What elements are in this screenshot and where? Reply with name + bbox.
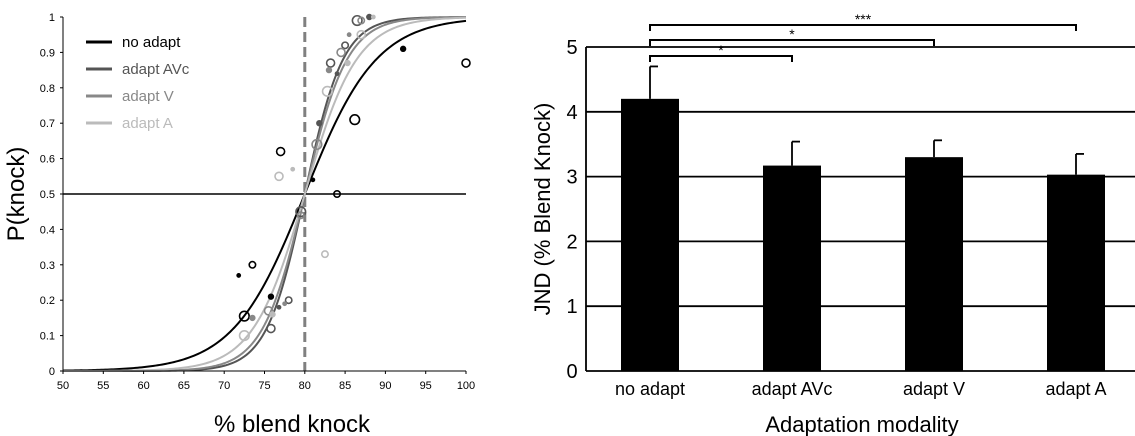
- data-point-series-1: [334, 71, 340, 77]
- data-point-series-2: [336, 47, 346, 58]
- legend-label: no adapt: [122, 34, 181, 51]
- data-point-series-0: [236, 273, 242, 278]
- y-tick-label: 0: [49, 366, 55, 378]
- significance-bracket: [649, 55, 793, 62]
- significance-label: *: [718, 42, 724, 58]
- y-tick-label: 1: [49, 12, 55, 24]
- x-tick-label: 90: [379, 380, 391, 392]
- significance-label: *: [789, 26, 795, 42]
- data-point-series-0: [248, 260, 257, 269]
- data-point-series-0: [275, 146, 286, 157]
- y-axis-label: JND (% Blend Knock): [530, 103, 555, 316]
- data-point-series-3: [238, 330, 250, 342]
- x-tick-label: adapt A: [1045, 379, 1106, 399]
- significance-bracket: [649, 39, 935, 46]
- data-point-series-1: [276, 304, 282, 310]
- data-point-series-0: [333, 190, 342, 199]
- data-point-series-3: [274, 171, 284, 182]
- y-tick-label: 0.7: [40, 118, 55, 130]
- x-tick-label: 75: [258, 380, 270, 392]
- data-point-series-2: [311, 138, 323, 151]
- curve-series-0: [62, 19, 467, 372]
- legend: no adapt adapt AVc adapt V adapt A: [86, 34, 190, 132]
- data-point-series-2: [357, 16, 366, 25]
- data-point-series-3: [321, 85, 333, 97]
- x-tick-label: 100: [457, 380, 475, 392]
- data-point-series-1: [295, 206, 307, 218]
- y-tick-label: 0.4: [40, 224, 55, 236]
- y-tick-label: 3: [566, 167, 577, 189]
- y-tick-label: 0: [566, 361, 577, 383]
- y-tick-label: 0.8: [40, 83, 55, 95]
- y-tick-label: 0.1: [40, 331, 55, 343]
- data-point-series-2: [346, 32, 352, 38]
- y-tick-label: 2: [566, 231, 577, 253]
- significance-label: ***: [855, 11, 872, 27]
- data-point-series-3: [320, 250, 329, 259]
- significance-bracket: [649, 24, 1077, 31]
- x-tick-label: 95: [420, 380, 432, 392]
- y-tick-label: 1: [566, 296, 577, 318]
- data-point-series-1: [266, 323, 276, 334]
- y-tick-label: 0.3: [40, 260, 55, 272]
- x-tick-label: adapt AVc: [752, 379, 833, 399]
- data-point-series-1: [316, 119, 323, 127]
- y-tick-label: 4: [566, 102, 577, 124]
- bar-2: [905, 157, 963, 371]
- data-point-series-0: [399, 45, 407, 53]
- bar-1: [763, 165, 821, 371]
- data-point-series-0: [310, 177, 316, 183]
- data-point-series-1: [341, 41, 350, 50]
- data-point-series-3: [269, 311, 276, 318]
- y-tick-label: 5: [566, 37, 577, 59]
- legend-label: adapt V: [122, 88, 174, 105]
- x-tick-label: 55: [97, 380, 109, 392]
- data-point-series-3: [370, 14, 376, 20]
- data-point-series-2: [263, 306, 274, 316]
- y-tick-label: 0.6: [40, 154, 55, 166]
- data-point-series-3: [344, 59, 351, 67]
- x-tick-label: no adapt: [615, 379, 685, 399]
- data-point-series-0: [461, 58, 471, 68]
- x-axis-label: Adaptation modality: [765, 412, 958, 436]
- y-tick-label: 0.2: [40, 295, 55, 307]
- x-tick-label: 80: [299, 380, 311, 392]
- x-tick-label: 65: [178, 380, 190, 392]
- x-tick-label: 50: [57, 380, 69, 392]
- x-tick-label: 70: [218, 380, 230, 392]
- data-point-series-0: [349, 114, 361, 126]
- data-point-series-0: [238, 310, 250, 322]
- data-point-series-2: [325, 66, 333, 74]
- x-axis-label: % blend knock: [214, 411, 371, 436]
- legend-label: adapt A: [122, 115, 173, 132]
- y-tick-label: 0.9: [40, 47, 55, 59]
- psychometric-panel: 50 55 60 65 70 75 80 85 90 95 100 0 0.1 0.2 0.3 0.4 0.5 0…: [3, 12, 475, 436]
- legend-label: adapt AVc: [122, 61, 190, 78]
- data-point-series-1: [351, 14, 363, 27]
- y-axis-label: P(knock): [3, 147, 30, 242]
- x-tick-label: 85: [339, 380, 351, 392]
- data-point-series-0: [267, 293, 275, 300]
- bar-0: [621, 98, 679, 371]
- data-point-series-2: [296, 211, 305, 220]
- x-tick-label: 60: [137, 380, 149, 392]
- data-point-series-2: [282, 301, 288, 307]
- x-tick-label: adapt V: [903, 379, 965, 399]
- data-point-series-1: [284, 296, 293, 305]
- data-point-series-3: [290, 166, 296, 172]
- data-point-series-3: [356, 29, 367, 40]
- y-tick-label: 0.5: [40, 189, 55, 201]
- bar-3: [1047, 174, 1105, 371]
- data-point-series-1: [325, 58, 336, 68]
- data-point-series-2: [249, 314, 256, 322]
